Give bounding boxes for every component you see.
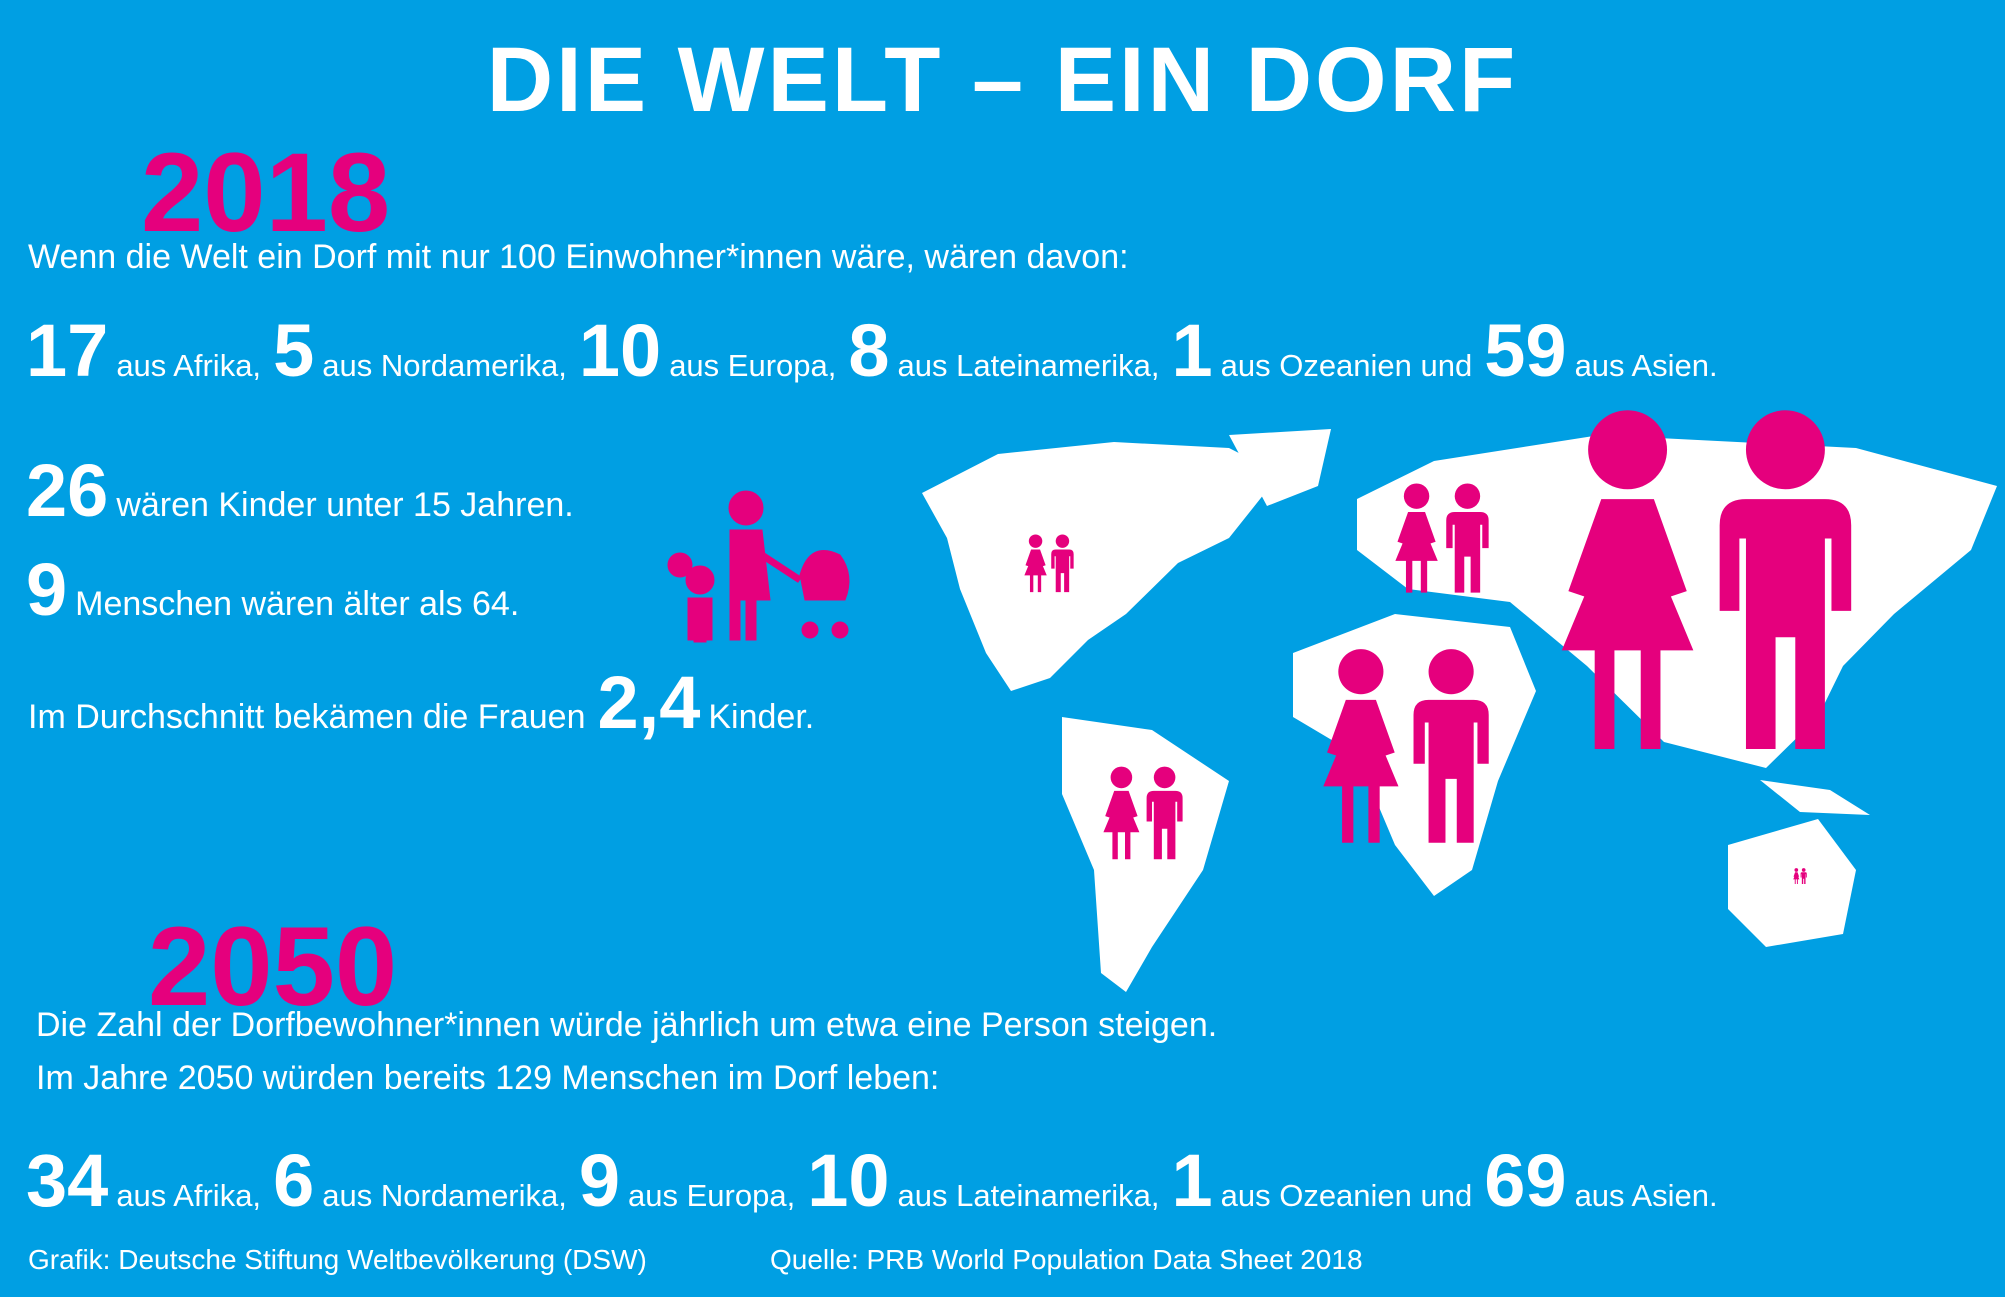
fact-number: 9	[26, 548, 68, 631]
fact-text: wären Kinder unter 15 Jahren.	[116, 486, 574, 524]
region-text: aus Europa,	[669, 348, 837, 383]
fact: 26 wären Kinder unter 15 Jahren.	[26, 448, 574, 533]
region-text: aus Europa,	[628, 1178, 796, 1213]
region-number: 69	[1484, 1139, 1567, 1222]
australia	[1728, 819, 1856, 947]
source: Quelle: PRB World Population Data Sheet …	[770, 1244, 1363, 1275]
fertility: Im Durchschnitt bekämen die Frauen 2,4 K…	[28, 660, 814, 745]
intro-2018: Wenn die Welt ein Dorf mit nur 100 Einwo…	[28, 238, 1129, 276]
fact-number: 26	[26, 449, 109, 532]
region-text: aus Asien.	[1574, 348, 1718, 383]
title: DIE WELT – EIN DORF	[486, 29, 1519, 131]
regions-2018: 17 aus Afrika, 5 aus Nordamerika, 10 aus Euro…	[26, 308, 1730, 393]
indonesia	[1760, 780, 1870, 815]
region-text: aus Lateinamerika,	[897, 1178, 1160, 1213]
region-number: 6	[273, 1139, 315, 1222]
region-text: aus Nordamerika,	[322, 348, 567, 383]
text-2050: Im Jahre 2050 würden bereits 129 Mensche…	[36, 1059, 940, 1097]
fact-text: Menschen wären älter als 64.	[75, 585, 520, 623]
text-2050: Die Zahl der Dorfbewohner*innen würde jä…	[36, 1006, 1218, 1044]
region-text: aus Ozeanien und	[1220, 348, 1473, 383]
region-text: aus Asien.	[1574, 1178, 1718, 1213]
region-number: 5	[273, 309, 315, 392]
region-number: 34	[26, 1139, 109, 1222]
region-text: aus Ozeanien und	[1220, 1178, 1473, 1213]
region-number: 17	[26, 309, 109, 392]
facts-2018: 26 wären Kinder unter 15 Jahren. 9 Menschen…	[26, 448, 574, 632]
region-number: 1	[1171, 1139, 1213, 1222]
region-number: 10	[807, 1139, 890, 1222]
fertility-number: 2,4	[597, 661, 701, 744]
north-america	[922, 442, 1280, 691]
region-number: 8	[848, 309, 890, 392]
region-number: 9	[578, 1139, 621, 1222]
fertility-text: Kinder.	[708, 698, 815, 736]
greenland	[1229, 429, 1331, 506]
south-america	[1062, 717, 1229, 992]
region-text: aus Afrika,	[116, 1178, 262, 1213]
fact: 9 Menschen wären älter als 64.	[26, 547, 519, 632]
year-2018: 2018	[141, 130, 391, 255]
region-text: aus Lateinamerika,	[897, 348, 1160, 383]
region-number: 1	[1171, 309, 1213, 392]
region-text: aus Nordamerika,	[322, 1178, 567, 1213]
fertility-text: Im Durchschnitt bekämen die Frauen	[28, 698, 586, 736]
family-icon	[667, 490, 850, 643]
region-number: 10	[578, 309, 662, 392]
region-number: 59	[1484, 309, 1567, 392]
region-text: aus Afrika,	[116, 348, 262, 383]
year-2050: 2050	[148, 904, 398, 1029]
regions-2050: 34 aus Afrika, 6 aus Nordamerika, 9 aus Europ…	[26, 1138, 1730, 1223]
credit: Grafik: Deutsche Stiftung Weltbevölkerun…	[28, 1244, 647, 1275]
